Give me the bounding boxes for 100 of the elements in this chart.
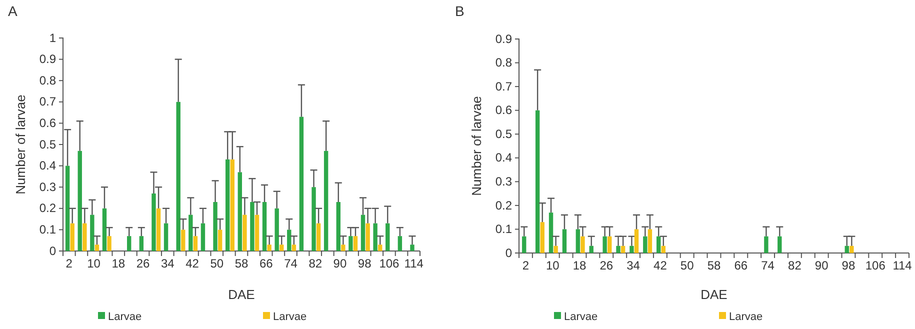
bar — [316, 223, 321, 251]
bar — [778, 236, 782, 253]
x-tick-label: 58 — [234, 256, 248, 271]
x-tick-label: 26 — [600, 258, 614, 273]
bar — [94, 244, 100, 251]
y-tick-label: 0.6 — [495, 103, 512, 118]
x-tick-label: 34 — [160, 256, 175, 271]
bar — [139, 236, 144, 251]
bar — [274, 208, 279, 251]
legend-label: Larvae — [729, 311, 763, 323]
y-tick-label: 0.3 — [39, 180, 56, 194]
bar — [386, 223, 390, 251]
bar — [576, 229, 580, 253]
x-tick-label: 66 — [734, 258, 748, 273]
bar — [410, 244, 414, 251]
legend-label: Larvae — [108, 311, 142, 323]
bar — [336, 202, 340, 251]
chart-title: B — [455, 3, 464, 19]
y-tick-label: 0 — [49, 244, 56, 258]
x-tick-label: 98 — [358, 256, 372, 271]
bar — [156, 208, 161, 251]
bar — [107, 236, 112, 251]
bar — [608, 236, 612, 253]
chart-title: A — [8, 3, 18, 19]
bar — [181, 230, 186, 251]
bar — [70, 223, 74, 251]
x-tick-label: 82 — [788, 258, 802, 273]
bar — [213, 202, 218, 251]
bar — [65, 166, 70, 251]
bar — [648, 229, 652, 253]
bar — [764, 236, 768, 253]
bar — [164, 223, 168, 251]
y-tick-label: 0.3 — [495, 174, 512, 189]
y-tick-label: 0.9 — [495, 32, 512, 46]
x-tick-label: 10 — [546, 258, 560, 273]
bar — [360, 214, 366, 251]
x-tick-label: 90 — [814, 258, 829, 273]
y-tick-label: 1 — [49, 30, 56, 45]
bar — [250, 202, 254, 251]
y-tick-label: 0.8 — [495, 56, 512, 70]
bar — [341, 244, 346, 251]
x-tick-label: 34 — [626, 258, 640, 273]
bar — [324, 150, 328, 251]
y-tick-label: 0.2 — [39, 201, 56, 216]
y-tick-label: 0.8 — [39, 73, 56, 88]
legend-label: Larvae — [564, 311, 598, 323]
bar — [127, 236, 132, 251]
bar — [348, 236, 353, 251]
bar — [312, 187, 316, 251]
bar — [218, 230, 222, 251]
bar — [522, 236, 526, 253]
x-tick-label: 74 — [284, 256, 298, 271]
bar — [242, 214, 247, 251]
x-tick-label: 106 — [865, 258, 886, 273]
bar — [643, 236, 648, 253]
bar — [398, 236, 402, 251]
x-tick-label: 50 — [680, 258, 694, 273]
bar — [540, 222, 544, 253]
y-tick-label: 0.5 — [495, 126, 512, 141]
bar — [193, 236, 198, 251]
bar — [292, 244, 296, 251]
x-tick-label: 66 — [259, 256, 274, 271]
bar — [230, 159, 234, 251]
bar — [554, 246, 558, 253]
y-tick-label: 0.7 — [495, 79, 512, 94]
bar — [373, 223, 378, 251]
bar — [602, 236, 607, 253]
y-tick-label: 0.4 — [495, 150, 512, 165]
y-tick-label: 0 — [505, 246, 512, 260]
bar — [152, 193, 156, 251]
bar — [267, 244, 272, 251]
bar — [656, 236, 661, 253]
bar — [562, 229, 567, 253]
bar — [200, 223, 206, 251]
legend-label: Larvae — [273, 311, 307, 323]
bar — [378, 244, 382, 251]
x-tick-label: 42 — [186, 256, 200, 271]
x-axis-title: DAE — [700, 287, 728, 302]
bar — [630, 246, 634, 253]
y-tick-label: 0.1 — [39, 222, 56, 237]
y-tick-label: 0.9 — [39, 52, 56, 66]
x-tick-label: 106 — [379, 256, 400, 271]
bar — [262, 202, 267, 251]
x-tick-label: 98 — [842, 258, 856, 273]
x-tick-label: 2 — [522, 258, 530, 273]
x-tick-label: 58 — [707, 258, 721, 273]
bar — [238, 172, 242, 251]
x-tick-label: 50 — [210, 256, 224, 271]
bar — [620, 246, 626, 253]
bar — [634, 229, 639, 253]
bar — [580, 236, 585, 253]
y-axis-title: Number of larvae — [13, 94, 28, 194]
x-tick-label: 74 — [761, 258, 775, 273]
bar — [176, 102, 180, 251]
y-tick-label: 0.2 — [495, 198, 512, 212]
bar — [78, 150, 82, 251]
bar — [353, 236, 358, 251]
bar — [280, 244, 284, 251]
bar — [102, 208, 107, 251]
x-tick-label: 26 — [136, 256, 150, 271]
